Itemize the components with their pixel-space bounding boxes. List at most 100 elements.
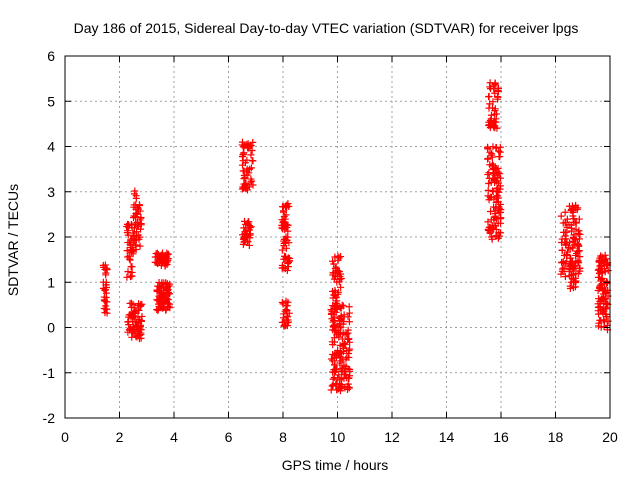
- grid-layer: [65, 56, 610, 418]
- data-point: [490, 203, 498, 211]
- y-tick-label: 3: [47, 184, 55, 200]
- data-point: [280, 221, 288, 229]
- x-axis-label: GPS time / hours: [282, 457, 389, 473]
- data-point: [130, 212, 138, 220]
- data-point: [568, 258, 576, 266]
- data-point: [571, 262, 579, 270]
- data-point: [557, 212, 565, 220]
- data-point: [126, 299, 134, 307]
- data-point: [103, 309, 111, 317]
- x-tick-label: 16: [493, 429, 509, 445]
- data-point: [159, 253, 167, 261]
- y-tick-label: -1: [43, 365, 56, 381]
- data-point: [137, 219, 145, 227]
- data-point: [494, 194, 502, 202]
- data-point: [278, 216, 286, 224]
- data-point: [564, 244, 572, 252]
- data-point: [280, 310, 288, 318]
- data-point: [600, 300, 608, 308]
- data-cluster-5: [151, 249, 172, 270]
- data-point: [162, 286, 170, 294]
- data-point: [285, 309, 293, 317]
- data-point: [336, 359, 344, 367]
- data-point: [596, 262, 604, 270]
- data-point: [491, 89, 499, 97]
- data-point: [596, 267, 604, 275]
- data-cluster-8: [239, 217, 255, 249]
- data-point: [281, 255, 289, 263]
- data-point: [572, 219, 580, 227]
- data-point: [566, 284, 574, 292]
- data-point: [338, 374, 346, 382]
- data-point: [154, 297, 162, 305]
- data-point: [486, 229, 494, 237]
- data-point: [494, 85, 502, 93]
- data-point: [154, 251, 162, 259]
- data-point: [492, 144, 500, 152]
- data-point: [565, 272, 573, 280]
- data-point: [344, 385, 352, 393]
- data-point: [339, 344, 347, 352]
- data-point: [560, 264, 568, 272]
- data-point: [328, 338, 336, 346]
- data-point: [490, 82, 498, 90]
- data-point: [344, 329, 352, 337]
- data-point: [101, 261, 109, 269]
- data-point: [238, 138, 246, 146]
- data-point: [497, 174, 505, 182]
- data-point: [130, 224, 138, 232]
- data-point: [597, 252, 605, 260]
- x-tick-label: 12: [384, 429, 400, 445]
- data-point: [334, 328, 342, 336]
- data-point: [100, 293, 108, 301]
- data-point: [245, 241, 253, 249]
- data-point: [160, 257, 168, 265]
- data-point: [488, 150, 496, 158]
- x-tick-label: 20: [602, 429, 618, 445]
- data-point: [279, 203, 287, 211]
- data-point: [597, 323, 605, 331]
- data-point: [128, 310, 136, 318]
- data-point: [283, 319, 291, 327]
- data-point: [285, 239, 293, 247]
- data-cluster-6: [153, 278, 174, 315]
- data-point: [133, 323, 141, 331]
- data-point: [594, 273, 602, 281]
- data-point: [558, 238, 566, 246]
- data-point: [575, 265, 583, 273]
- data-point: [327, 355, 335, 363]
- data-point: [124, 268, 132, 276]
- data-cluster-17: [594, 251, 612, 334]
- data-point: [132, 205, 140, 213]
- data-cluster-7: [238, 138, 257, 194]
- data-point: [488, 153, 496, 161]
- data-point: [488, 233, 496, 241]
- data-point: [561, 273, 569, 281]
- data-point: [161, 293, 169, 301]
- data-point: [340, 340, 348, 348]
- x-tick-label: 18: [548, 429, 564, 445]
- data-point: [339, 302, 347, 310]
- data-point: [576, 253, 584, 261]
- data-point: [558, 265, 566, 273]
- data-cluster-1: [99, 261, 111, 317]
- data-point: [125, 313, 133, 321]
- data-point: [132, 241, 140, 249]
- data-point: [566, 254, 574, 262]
- data-point: [128, 333, 136, 341]
- data-point: [576, 230, 584, 238]
- data-point: [130, 330, 138, 338]
- data-point: [486, 161, 494, 169]
- x-tick-label: 6: [225, 429, 233, 445]
- data-point: [333, 354, 341, 362]
- data-point: [283, 204, 291, 212]
- data-point: [485, 174, 493, 182]
- data-point: [335, 278, 343, 286]
- data-point: [136, 216, 144, 224]
- data-point: [487, 117, 495, 125]
- data-point: [345, 318, 353, 326]
- data-point: [485, 92, 493, 100]
- data-cluster-2: [123, 220, 138, 281]
- data-point: [134, 322, 142, 330]
